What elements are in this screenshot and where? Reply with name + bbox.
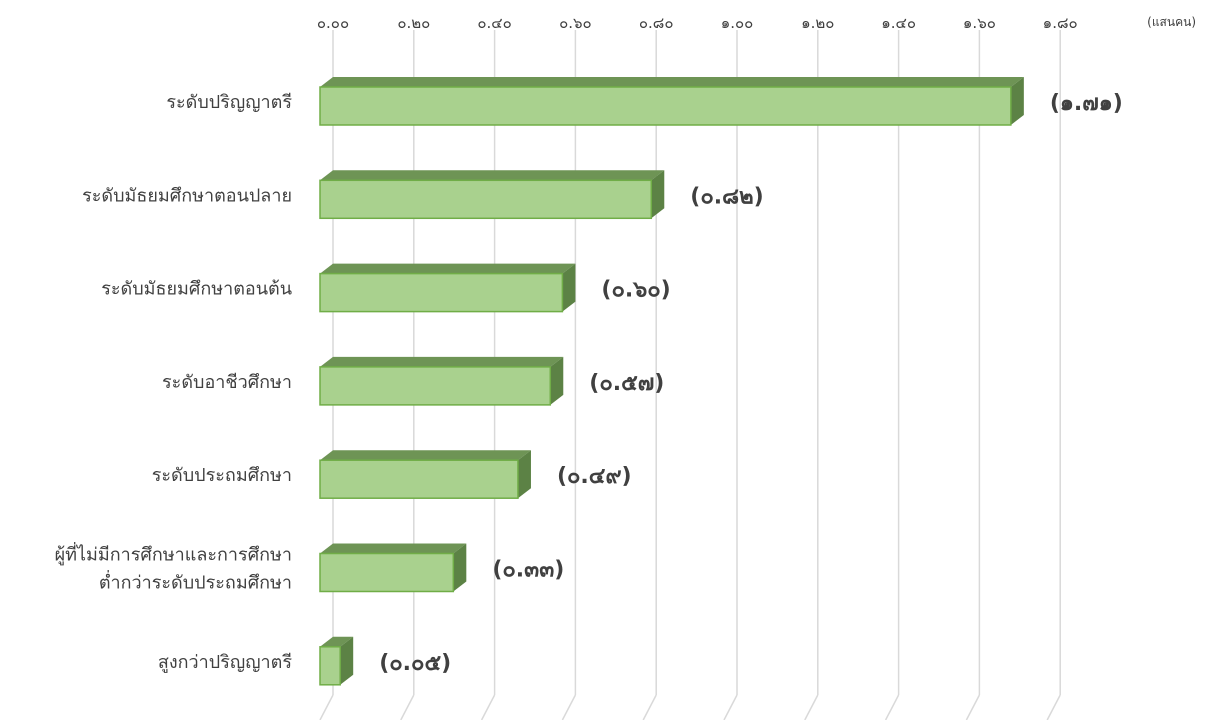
bar <box>319 263 576 313</box>
bar-front-face <box>319 86 1012 126</box>
x-tick-label: ๑.๐๐ <box>721 14 754 32</box>
gridline-floor <box>561 694 577 720</box>
x-tick-label: ๐.๔๐ <box>477 14 511 32</box>
x-tick-label: ๑.๒๐ <box>801 14 834 32</box>
data-label: (๐.๔๙) <box>557 464 632 489</box>
gridline-floor <box>804 694 819 720</box>
bar-side-face <box>340 636 354 685</box>
category-label: ระดับมัธยมศึกษาตอนปลาย <box>82 185 292 206</box>
x-tick-label: ๑.๘๐ <box>1043 14 1078 32</box>
bar-front-face <box>319 552 455 593</box>
bar-side-face <box>1010 77 1024 125</box>
bar-front-face <box>319 179 653 220</box>
bar-top-face <box>320 356 564 367</box>
data-label: (๐.๓๓) <box>492 558 564 583</box>
data-label: (๐.๘๒) <box>690 184 763 209</box>
bar-side-face <box>651 170 665 219</box>
bar <box>319 77 1024 126</box>
bar-side-face <box>453 543 467 592</box>
bar-top-face <box>320 543 467 554</box>
bar <box>319 543 467 593</box>
gridline-floor <box>884 694 900 720</box>
x-axis-unit: (แสนคน) <box>1147 15 1196 29</box>
bar-top-face <box>320 170 665 181</box>
bar-side-face <box>517 450 531 499</box>
bar-front-face <box>319 646 341 686</box>
category-label: ระดับมัธยมศึกษาตอนต้น <box>101 279 292 300</box>
gridline-floor <box>965 694 981 720</box>
bar <box>319 356 564 406</box>
bar-top-face <box>320 263 576 274</box>
category-label: ระดับปริญญาตรี <box>166 92 292 113</box>
gridline-floor <box>480 694 496 720</box>
bars <box>319 77 1024 686</box>
bar-top-face <box>320 450 531 461</box>
x-tick-label: ๑.๖๐ <box>963 14 996 32</box>
category-label: ระดับอาชีวศึกษา <box>162 372 292 393</box>
data-label: (๐.๖๐) <box>601 278 670 303</box>
data-label: (๐.๐๕) <box>379 651 451 676</box>
x-axis-ticks: ๐.๐๐ ๐.๒๐ ๐.๔๐ ๐.๖๐ ๐.๘๐ ๑.๐๐ ๑.๒๐ ๑.๔๐ ๑.๖๐ ๑.๘๐ <box>317 14 1078 32</box>
gridline-floor <box>400 694 415 720</box>
x-tick-label: ๐.๖๐ <box>559 14 592 32</box>
x-tick-label: ๐.๒๐ <box>397 14 430 32</box>
gridline-floor <box>723 694 738 720</box>
bar-top-face <box>320 636 354 647</box>
category-label: สูงกว่าปริญญาตรี <box>158 652 292 673</box>
bar-side-face <box>562 263 576 312</box>
bar-side-face <box>550 356 564 405</box>
gridline-floor <box>319 694 334 720</box>
bar-top-face <box>320 77 1024 87</box>
category-label: ผู้ที่ไม่มีการศึกษาและการศึกษา <box>55 542 292 566</box>
x-tick-label: ๐.๐๐ <box>317 14 349 32</box>
gridline-floor <box>1046 694 1061 720</box>
bar <box>319 450 531 499</box>
gridline-floor <box>642 694 657 720</box>
x-tick-label: ๐.๘๐ <box>639 14 674 32</box>
x-tick-label: ๑.๔๐ <box>881 14 916 32</box>
bar-front-face <box>319 459 519 499</box>
data-label: (๑.๗๑) <box>1050 91 1123 116</box>
category-label: ระดับประถมศึกษา <box>152 465 292 486</box>
bar-front-face <box>319 272 564 313</box>
bar-front-face <box>319 366 552 406</box>
bar <box>319 170 665 220</box>
data-label: (๐.๕๗) <box>589 371 664 396</box>
bar <box>319 636 354 686</box>
category-label: ต่ำกว่าระดับประถมศึกษา <box>99 570 292 594</box>
